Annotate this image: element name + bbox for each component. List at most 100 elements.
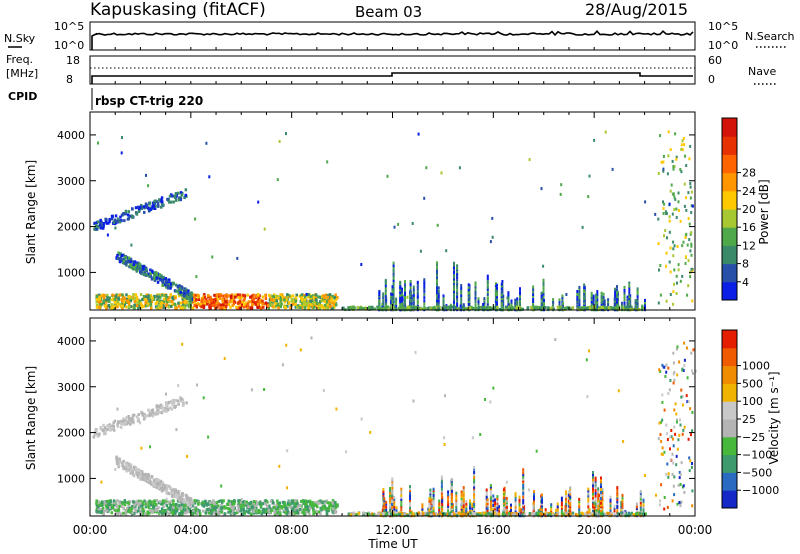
echo	[165, 404, 168, 407]
echo	[301, 302, 304, 305]
echo	[278, 502, 281, 506]
echo	[550, 508, 553, 512]
echo	[592, 492, 594, 496]
echo	[657, 172, 660, 175]
echo	[106, 506, 109, 510]
echo	[441, 503, 444, 507]
echo	[172, 487, 176, 491]
echo	[569, 505, 572, 509]
echo	[163, 283, 166, 287]
y-tick-label-2: 3000	[57, 175, 85, 188]
echo	[634, 299, 637, 303]
echo	[104, 429, 107, 433]
echo	[109, 506, 113, 510]
echo	[471, 502, 474, 506]
echo	[587, 494, 590, 498]
echo	[96, 225, 100, 229]
echo	[636, 294, 639, 298]
echo	[587, 505, 590, 509]
echo	[552, 298, 555, 302]
echo	[289, 304, 293, 308]
echo	[620, 500, 623, 504]
echo	[131, 305, 135, 309]
noise-right-tick-bottom: 10^0	[708, 39, 738, 52]
echo	[170, 407, 174, 411]
echo	[518, 508, 521, 512]
echo	[128, 214, 131, 218]
echo	[621, 501, 624, 505]
echo	[211, 304, 215, 308]
echo	[502, 503, 505, 507]
echo	[214, 299, 218, 303]
echo	[147, 272, 150, 276]
echo	[402, 305, 405, 309]
echo	[117, 462, 121, 466]
echo	[159, 479, 163, 483]
echo	[194, 507, 198, 511]
echo	[153, 202, 156, 205]
echo	[172, 499, 175, 503]
echo	[625, 307, 628, 311]
echo	[266, 500, 269, 504]
echo	[489, 240, 492, 244]
echo	[267, 508, 271, 512]
echo	[409, 289, 412, 293]
colorbar-tick-label-2: 12	[742, 239, 756, 252]
echo	[644, 200, 647, 204]
echo	[494, 302, 497, 306]
echo	[102, 224, 105, 228]
echo	[139, 511, 143, 515]
echo	[297, 509, 300, 513]
echo	[494, 503, 496, 507]
echo	[494, 502, 496, 506]
echo	[578, 292, 581, 296]
echo	[160, 502, 164, 506]
echo	[393, 496, 396, 499]
echo	[132, 267, 135, 271]
echo	[423, 280, 426, 284]
echo	[522, 477, 525, 481]
echo	[671, 160, 674, 163]
echo	[175, 490, 178, 493]
echo	[263, 227, 266, 231]
echo	[334, 500, 337, 504]
echo	[253, 502, 257, 506]
echo	[601, 495, 604, 499]
echo	[624, 305, 627, 309]
echo	[612, 306, 615, 310]
echo	[143, 273, 146, 277]
echo	[416, 295, 419, 298]
echo	[323, 296, 326, 300]
cpid-value: rbsp CT-trig 220	[95, 94, 203, 108]
echo	[185, 401, 188, 405]
echo	[496, 298, 498, 302]
echo	[150, 300, 154, 304]
echo	[111, 306, 114, 309]
echo	[592, 302, 595, 306]
echo	[183, 504, 187, 508]
echo	[179, 399, 182, 403]
echo	[119, 215, 122, 219]
echo	[216, 297, 219, 300]
echo	[315, 503, 318, 507]
echo	[312, 294, 315, 298]
echo	[157, 486, 160, 490]
echo	[436, 286, 438, 290]
echo	[266, 511, 269, 514]
echo	[157, 293, 160, 297]
echo	[436, 266, 438, 270]
echo	[116, 462, 119, 465]
echo	[600, 485, 602, 488]
echo	[267, 306, 270, 310]
echo	[113, 499, 116, 503]
echo	[121, 501, 125, 505]
echo	[540, 296, 543, 300]
echo	[385, 303, 388, 307]
echo	[623, 285, 626, 289]
echo	[567, 495, 570, 499]
echo	[237, 295, 240, 299]
echo	[144, 505, 148, 509]
echo	[175, 283, 178, 287]
echo	[681, 244, 684, 248]
echo	[531, 307, 534, 311]
